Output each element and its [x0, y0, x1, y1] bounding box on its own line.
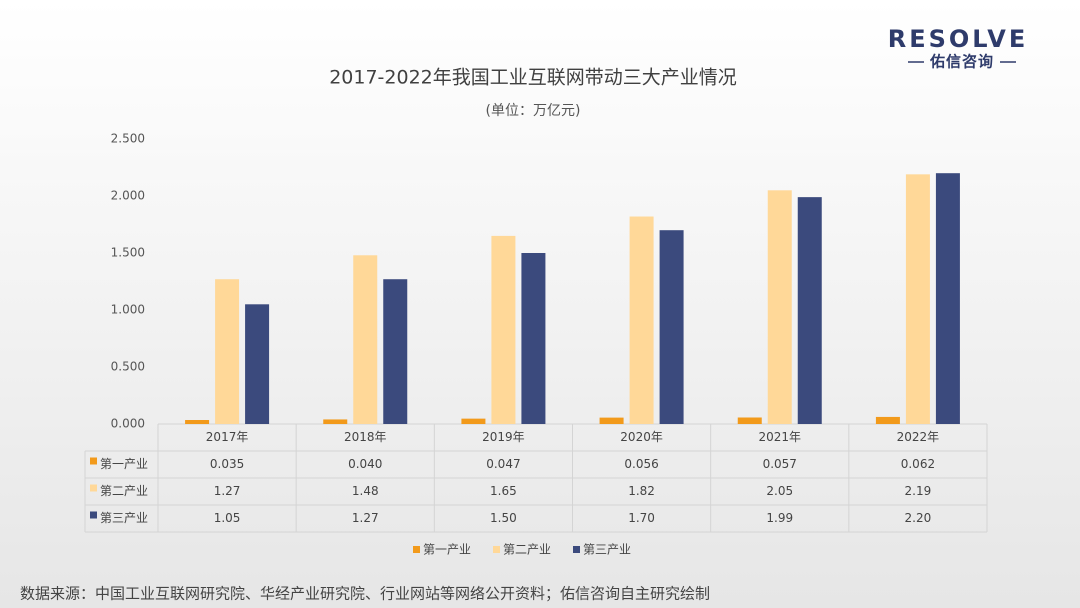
- table-value: 0.040: [348, 457, 382, 471]
- legend-key: [90, 511, 97, 519]
- y-tick-label: 2.500: [111, 132, 145, 146]
- x-tick-label: 2021年: [758, 430, 801, 444]
- y-tick-label: 0.500: [111, 360, 145, 374]
- row-label: 第二产业: [100, 484, 148, 498]
- table-value: 0.047: [486, 457, 520, 471]
- legend-key: [90, 457, 97, 465]
- bar: [767, 190, 792, 424]
- chart-subtitle: (单位：万亿元): [486, 103, 581, 119]
- x-tick-label: 2017年: [206, 430, 249, 444]
- table-value: 1.48: [352, 484, 379, 498]
- logo-tagline: 佑信咨询: [929, 53, 994, 71]
- bar: [383, 279, 408, 424]
- x-tick-label: 2019年: [482, 430, 525, 444]
- x-tick-label: 2018年: [344, 430, 387, 444]
- x-tick-label: 2020年: [620, 430, 663, 444]
- table-value: 1.65: [490, 484, 517, 498]
- source-note: 数据来源：中国工业互联网研究院、华经产业研究院、行业网站等网络公开资料；佑信咨询…: [20, 585, 710, 603]
- bar: [875, 416, 900, 424]
- legend-label: 第一产业: [423, 543, 471, 557]
- bar: [461, 418, 486, 424]
- bar: [797, 197, 822, 424]
- table-value: 2.05: [766, 484, 793, 498]
- chart-title: 2017-2022年我国工业互联网带动三大产业情况: [329, 67, 737, 89]
- bar: [323, 419, 348, 424]
- table-value: 0.062: [901, 457, 935, 471]
- y-tick-label: 1.000: [111, 303, 145, 317]
- table-value: 1.99: [766, 511, 793, 525]
- legend-key: [413, 546, 420, 553]
- bar: [629, 216, 654, 424]
- table-value: 1.27: [214, 484, 241, 498]
- logo-name: RESOLVE: [888, 25, 1029, 53]
- legend-key: [90, 484, 97, 492]
- y-tick-label: 2.000: [111, 189, 145, 203]
- bar: [905, 174, 930, 424]
- table-value: 0.056: [624, 457, 658, 471]
- table-value: 0.035: [210, 457, 244, 471]
- table-value: 1.82: [628, 484, 655, 498]
- bar: [599, 417, 624, 424]
- table-value: 2.19: [905, 484, 932, 498]
- legend-label: 第三产业: [583, 543, 631, 557]
- table-value: 0.057: [763, 457, 797, 471]
- bar: [491, 235, 516, 424]
- bar: [185, 420, 210, 424]
- table-value: 1.50: [490, 511, 517, 525]
- table-value: 2.20: [905, 511, 932, 525]
- y-tick-label: 1.500: [111, 246, 145, 260]
- x-tick-label: 2022年: [897, 430, 940, 444]
- table-value: 1.27: [352, 511, 379, 525]
- row-label: 第三产业: [100, 511, 148, 525]
- legend-key: [493, 546, 500, 553]
- legend-key: [573, 546, 580, 553]
- bar: [737, 417, 762, 424]
- legend-label: 第二产业: [503, 543, 551, 557]
- bar: [245, 304, 270, 424]
- row-label: 第一产业: [100, 457, 148, 471]
- bar: [659, 230, 684, 424]
- bar: [353, 255, 378, 424]
- table-value: 1.70: [628, 511, 655, 525]
- bar: [215, 279, 240, 424]
- bar: [935, 173, 960, 424]
- y-tick-label: 0.000: [111, 417, 145, 431]
- table-value: 1.05: [214, 511, 241, 525]
- bar: [521, 253, 546, 424]
